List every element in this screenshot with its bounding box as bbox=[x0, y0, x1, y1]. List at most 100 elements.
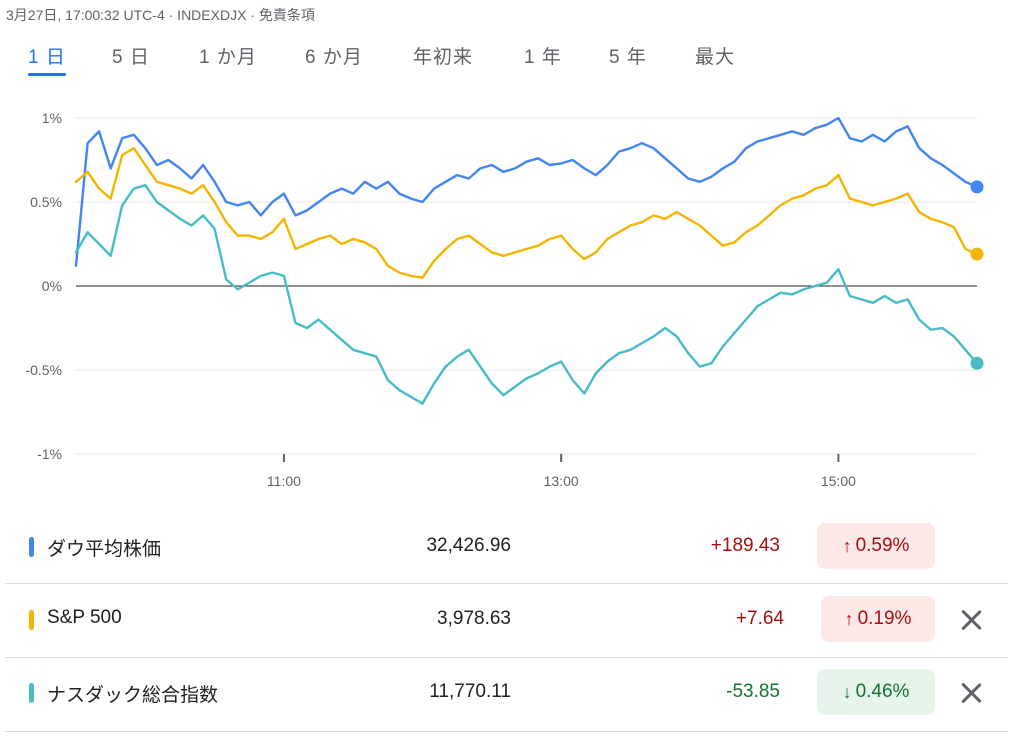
legend-row-nasdaq[interactable]: ナスダック総合指数 11,770.11 -53.85 ↓ 0.46% bbox=[5, 658, 1008, 732]
tab-1-year[interactable]: 1 年 bbox=[524, 47, 562, 68]
series-point-sp500 bbox=[733, 241, 736, 244]
dow-percent-badge: ↑ 0.59% bbox=[817, 523, 935, 569]
series-point-sp500 bbox=[514, 251, 516, 254]
series-point-nasdaq bbox=[583, 392, 586, 395]
series-point-nasdaq bbox=[895, 301, 898, 304]
series-point-dow bbox=[456, 174, 459, 177]
tab-5-days[interactable]: 5 日 bbox=[112, 47, 150, 68]
series-point-dow bbox=[352, 192, 355, 195]
series-point-dow bbox=[791, 130, 794, 133]
y-tick-label: 0.5% bbox=[30, 194, 62, 210]
legend-row-dow[interactable]: ダウ平均株価 32,426.96 +189.43 ↑ 0.59% bbox=[5, 510, 1008, 584]
series-point-nasdaq bbox=[802, 288, 805, 291]
series-point-sp500 bbox=[906, 192, 909, 195]
series-point-sp500 bbox=[941, 221, 944, 224]
series-point-nasdaq bbox=[687, 352, 690, 355]
series-point-nasdaq bbox=[144, 184, 147, 187]
x-tick-label: 11:00 bbox=[267, 473, 301, 489]
series-point-sp500 bbox=[410, 275, 412, 277]
series-point-dow bbox=[629, 147, 632, 150]
series-point-nasdaq bbox=[132, 187, 135, 190]
series-point-dow bbox=[121, 137, 124, 140]
series-point-dow bbox=[814, 127, 817, 129]
series-point-dow bbox=[952, 172, 955, 175]
series-point-nasdaq bbox=[675, 335, 678, 338]
series-point-dow bbox=[479, 167, 482, 170]
index-comparison-chart[interactable]: 1% 0.5% 0% -0.5% -1% 11:00 13:00 15:00 bbox=[0, 100, 1015, 495]
series-point-nasdaq bbox=[791, 293, 794, 296]
series-point-nasdaq bbox=[271, 271, 274, 274]
tab-1-month[interactable]: 1 か月 bbox=[199, 47, 257, 68]
tab-max[interactable]: 最大 bbox=[695, 47, 736, 68]
series-point-nasdaq bbox=[745, 318, 747, 321]
nasdaq-percent: 0.46% bbox=[855, 681, 910, 702]
x-tick-label: 15:00 bbox=[821, 473, 856, 489]
series-point-dow bbox=[444, 180, 447, 183]
series-point-sp500 bbox=[618, 231, 620, 234]
tab-6-months[interactable]: 6 か月 bbox=[305, 47, 363, 68]
series-point-dow bbox=[190, 177, 193, 180]
series-point-sp500 bbox=[75, 180, 77, 183]
series-point-sp500 bbox=[791, 197, 794, 200]
series-point-dow bbox=[514, 167, 516, 170]
series-point-nasdaq bbox=[421, 402, 424, 405]
series-point-nasdaq bbox=[213, 227, 216, 230]
sp500-percent: 0.19% bbox=[857, 608, 912, 629]
series-point-nasdaq bbox=[768, 298, 770, 301]
y-tick-label: 1% bbox=[42, 110, 62, 126]
remove-nasdaq-button[interactable] bbox=[958, 680, 984, 706]
series-line-dow bbox=[74, 116, 979, 267]
sp500-color-swatch bbox=[29, 610, 34, 630]
series-point-nasdaq bbox=[918, 318, 921, 321]
series-point-dow bbox=[825, 123, 828, 126]
series-point-sp500 bbox=[560, 234, 563, 237]
nasdaq-name: ナスダック総合指数 bbox=[47, 685, 219, 706]
series-point-nasdaq bbox=[883, 295, 886, 297]
series-point-nasdaq bbox=[837, 268, 840, 271]
x-tick-label: 13:00 bbox=[544, 473, 579, 489]
series-point-dow bbox=[918, 147, 921, 150]
series-point-dow bbox=[906, 125, 909, 128]
series-point-sp500 bbox=[664, 217, 667, 220]
series-point-dow bbox=[929, 157, 932, 160]
series-point-nasdaq bbox=[398, 389, 401, 392]
series-point-sp500 bbox=[895, 197, 898, 200]
tab-5-years[interactable]: 5 年 bbox=[609, 47, 647, 68]
series-point-sp500 bbox=[652, 214, 655, 217]
tab-year-to-date[interactable]: 年初来 bbox=[413, 47, 474, 68]
series-point-nasdaq bbox=[236, 288, 239, 291]
tab-1-day[interactable]: 1 日 bbox=[28, 47, 66, 68]
series-point-dow bbox=[167, 159, 170, 161]
series-point-dow bbox=[283, 192, 285, 195]
series-point-sp500 bbox=[964, 248, 967, 250]
series-point-nasdaq bbox=[202, 214, 204, 217]
series-point-nasdaq bbox=[941, 327, 944, 329]
series-point-nasdaq bbox=[825, 281, 828, 284]
series-point-nasdaq bbox=[571, 379, 574, 381]
series-point-dow bbox=[329, 192, 332, 195]
series-point-sp500 bbox=[779, 204, 782, 207]
series-point-nasdaq bbox=[155, 201, 158, 203]
series-point-dow bbox=[386, 180, 389, 183]
series-point-nasdaq bbox=[698, 365, 701, 368]
series-point-nasdaq bbox=[664, 327, 667, 329]
series-point-nasdaq bbox=[167, 209, 170, 212]
series-point-dow bbox=[837, 117, 840, 119]
series-point-nasdaq bbox=[86, 231, 89, 234]
series-point-nasdaq bbox=[779, 291, 782, 294]
series-point-sp500 bbox=[583, 258, 586, 261]
series-point-sp500 bbox=[271, 231, 274, 234]
series-point-nasdaq bbox=[190, 224, 193, 227]
series-point-sp500 bbox=[860, 201, 863, 203]
y-tick-label: 0% bbox=[42, 278, 62, 294]
legend-row-sp500[interactable]: S&P 500 3,978.63 +7.64 ↑ 0.19% bbox=[5, 584, 1008, 658]
series-point-nasdaq bbox=[606, 360, 609, 363]
remove-sp500-button[interactable] bbox=[958, 607, 984, 633]
series-point-dow bbox=[687, 177, 690, 180]
sp500-price: 3,978.63 bbox=[437, 608, 511, 629]
series-point-nasdaq bbox=[721, 345, 724, 348]
series-point-sp500 bbox=[456, 238, 459, 240]
series-point-sp500 bbox=[929, 217, 932, 220]
up-arrow-icon: ↑ bbox=[842, 535, 852, 556]
series-point-sp500 bbox=[121, 154, 124, 156]
